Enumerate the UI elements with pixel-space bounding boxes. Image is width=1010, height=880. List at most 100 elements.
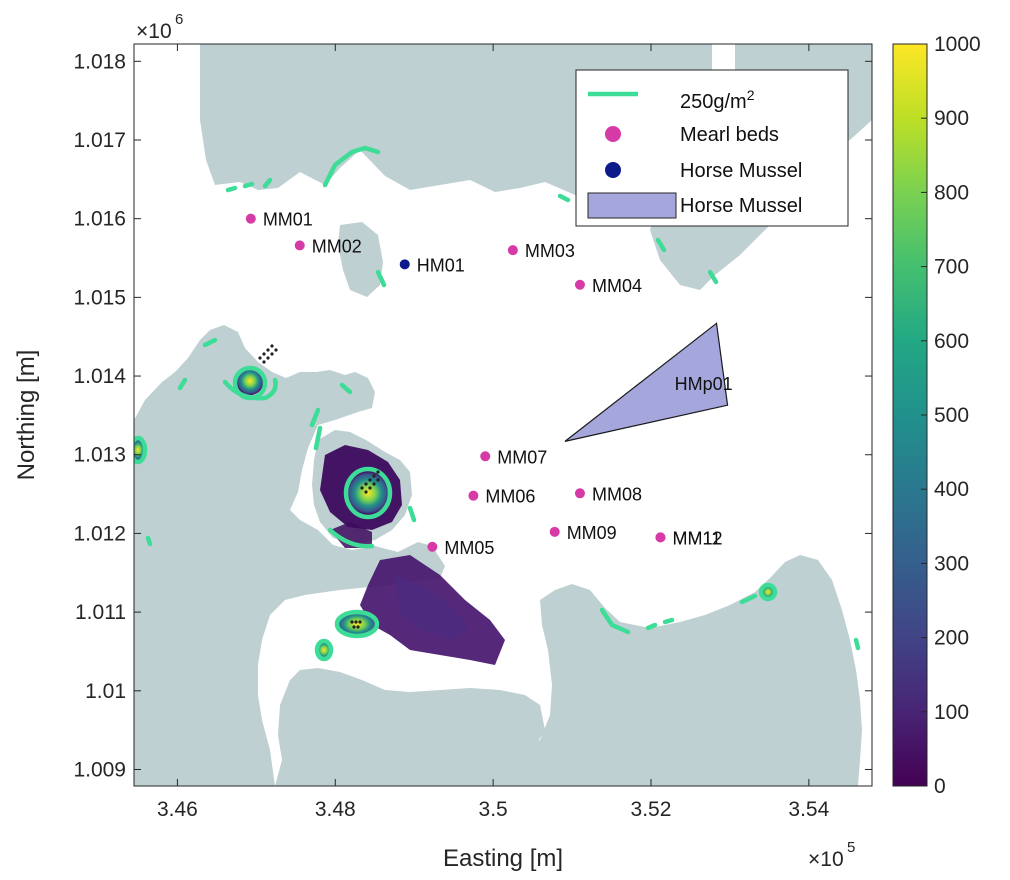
mearl-bed-marker (549, 526, 560, 537)
y-tick-label: 1.015 (73, 286, 126, 309)
legend-horse-mussel-swatch (605, 162, 621, 178)
site-label: MM07 (497, 447, 547, 467)
cage-marker (364, 482, 368, 486)
y-tick-label: 1.014 (73, 365, 126, 388)
cage-marker (368, 486, 372, 490)
colorbar-tick-label: 300 (934, 552, 969, 575)
cage-marker (352, 625, 356, 629)
x-tick-label: 3.52 (631, 798, 672, 821)
land-southeast (430, 555, 862, 786)
deposit-hotspot-west (236, 367, 264, 395)
colorbar-ticks: 0 100 200 300 400 500 600 700 800 900 1000 (921, 33, 981, 798)
contour-line (375, 269, 387, 288)
axes-frame (133, 43, 873, 787)
contour-ring (134, 435, 148, 465)
x-tick-label: 3.48 (315, 798, 356, 821)
cage-marker (368, 478, 372, 482)
contour-line (707, 269, 719, 285)
mearl-bed-marker (507, 245, 518, 256)
contour-line (407, 505, 417, 523)
legend-mearl-swatch (605, 126, 621, 142)
y-tick-label: 1.018 (73, 50, 126, 73)
contour-line (225, 177, 273, 193)
cage-marker (262, 352, 266, 356)
contour-line (599, 607, 631, 635)
colorbar-tick-label: 1000 (934, 33, 981, 56)
mearl-bed-marker (655, 532, 666, 543)
cage-marker (258, 356, 262, 360)
site-label: HM01 (417, 255, 465, 275)
colorbar-tick-label: 0 (934, 775, 946, 798)
horse-mussel-area-label: HMp01 (675, 374, 733, 394)
x-tick-label: 3.46 (157, 798, 198, 821)
legend-horse-mussel-area-label: Horse Mussel (680, 195, 802, 217)
horse-mussel-marker (399, 259, 410, 270)
cage-marker (360, 486, 364, 490)
cage-marker (376, 478, 380, 482)
site-label: MM03 (525, 241, 575, 261)
contour-line (327, 527, 375, 549)
land-island (338, 222, 383, 297)
contour-ring (334, 609, 380, 639)
mearl-bed-marker (574, 488, 585, 499)
contour-line (853, 637, 861, 651)
site-label: MM05 (444, 538, 494, 558)
cage-marker (270, 344, 274, 348)
site-label: MM06 (485, 487, 535, 507)
horse-mussel-area-polygon (564, 322, 729, 442)
contour-line (655, 237, 667, 253)
mearl-bed-marker (574, 279, 585, 290)
y-exponent-base: ×10 (136, 20, 172, 43)
contour-ring (758, 582, 778, 602)
legend-contour-label: 250g/m2 (680, 87, 755, 113)
legend-horse-mussel-area-swatch (587, 192, 677, 219)
deposit-shelf-mid (330, 522, 372, 548)
x-tick-label: 3.5 (479, 798, 508, 821)
site-label: MM08 (592, 484, 642, 504)
deposit-hotspot-south (335, 610, 379, 638)
deposition-footprints (134, 367, 776, 665)
colorbar-tick-label: 500 (934, 404, 969, 427)
mearl-bed-marker (245, 213, 256, 224)
colorbar-tick-label: 400 (934, 478, 969, 501)
cage-marker (358, 620, 362, 624)
y-axis-label: Northing [m] (13, 350, 40, 481)
colorbar-tick-label: 600 (934, 330, 969, 353)
cage-marker (270, 352, 274, 356)
colorbar-tick-label: 200 (934, 627, 969, 650)
colorbar-tick-label: 900 (934, 107, 969, 130)
cage-marker (354, 620, 358, 624)
y-tick-label: 1.013 (73, 444, 126, 467)
site-label: MM12 (672, 528, 722, 548)
contour-line (557, 193, 571, 203)
contour-ring (343, 466, 393, 520)
cage-marker (350, 620, 354, 624)
contour-line (177, 377, 188, 391)
colorbar (892, 43, 928, 787)
colorbar-tick-label: 800 (934, 181, 969, 204)
cage-marker (372, 474, 376, 478)
legend: 250g/m2 Mearl beds Horse Mussel Horse Mu… (575, 69, 849, 227)
y-tick-label: 1.01 (85, 680, 126, 703)
y-tick-label: 1.009 (73, 758, 126, 781)
y-tick-label: 1.012 (73, 522, 126, 545)
site-label: MM11 (672, 528, 721, 548)
cage-marker (266, 348, 270, 352)
mearl-bed-marker (468, 490, 479, 501)
deposit-hotspot-mid (346, 471, 390, 515)
site-label: MM02 (312, 236, 362, 256)
y-tick-label: 1.011 (75, 601, 126, 624)
x-exponent-base: ×10 (808, 848, 844, 871)
contour-line (645, 617, 675, 631)
land-west (134, 325, 445, 786)
cage-marker (356, 625, 360, 629)
contour-line (222, 377, 278, 401)
contour-250 (134, 145, 861, 662)
x-axis-label: Easting [m] (443, 845, 563, 872)
cage-marker (266, 356, 270, 360)
mearl-bed-marker (294, 240, 305, 251)
y-exponent-power: 6 (175, 11, 183, 28)
cage-marker (262, 360, 266, 364)
legend-mearl-label: Mearl beds (680, 124, 779, 146)
